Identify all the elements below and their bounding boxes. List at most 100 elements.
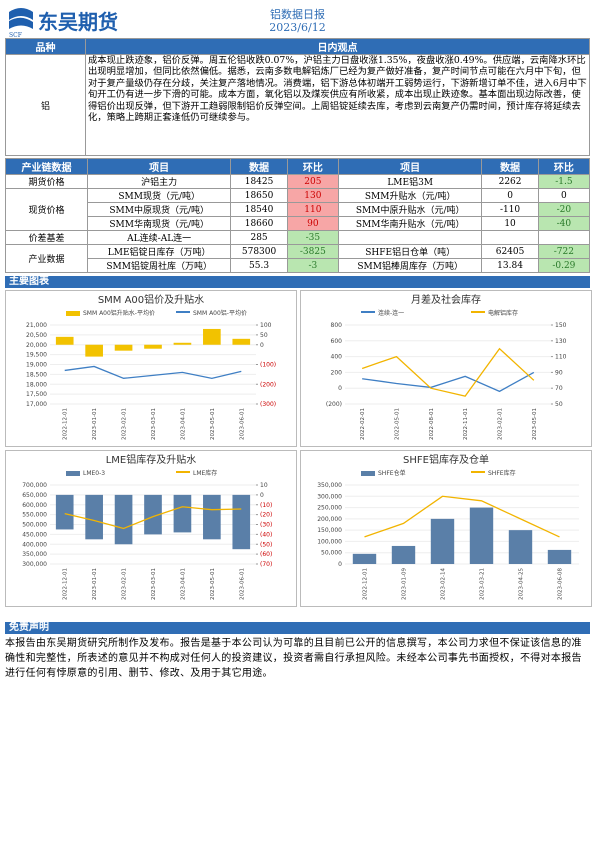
y2-tick-label: (300) — [260, 401, 276, 408]
bar — [144, 494, 162, 535]
x-tick-label: 2022-05-01 — [395, 408, 401, 440]
cell: 62405 — [481, 244, 539, 259]
data-row: SMM中原现货（元/吨） 18540 110 SMM中原升贴水（元/吨） -110 -20 — [6, 202, 591, 217]
y-tick-label: 20,500 — [26, 332, 47, 339]
cell: -110 — [481, 202, 539, 217]
y2-tick-label: (50) — [260, 541, 272, 548]
y2-tick-label: 50 — [260, 332, 268, 339]
y-tick-label: 300,000 — [317, 493, 342, 500]
cell — [481, 230, 539, 245]
line — [64, 506, 242, 530]
x-tick-label: 2023-02-01 — [498, 408, 504, 440]
group-label: 现货价格 — [5, 188, 88, 231]
data-row: SMM华南现货（元/吨） 18660 90 SMM华南升贴水（元/吨） 10 -40 — [6, 216, 591, 231]
y-tick-label: 700,000 — [22, 482, 47, 489]
legend-label: SMM A00铝升贴水-平均价 — [83, 309, 155, 317]
bar — [85, 344, 103, 357]
cell: 18540 — [230, 202, 288, 217]
column-header: 环比 — [286, 158, 339, 175]
chart-title: SMM A00铝价及升贴水 — [98, 293, 204, 306]
cell: SMM现货（元/吨） — [86, 188, 232, 203]
view-text: 成本现止跌迹象，铝价反弹。周五伦铝收跌0.07%，沪铝主力日盘收涨1.35%，夜… — [85, 54, 590, 156]
cell — [537, 230, 591, 245]
x-tick-label: 2023-02-01 — [122, 568, 128, 600]
x-tick-label: 2023-06-01 — [239, 568, 245, 600]
data-row: 现货价格 SMM现货（元/吨） 18650 130 SMM升贴水（元/吨） 0 0 — [5, 188, 591, 231]
charts: SMM A00铝价及升贴水 SMM A00铝升贴水-平均价 SMM A00铝-平均价… — [5, 290, 592, 607]
y-tick-label: 20,000 — [26, 342, 47, 349]
x-tick-label: 2022-02-01 — [360, 408, 366, 440]
cell: -40 — [537, 216, 591, 231]
y2-tick-label: (70) — [260, 561, 272, 568]
legend-swatch — [361, 311, 375, 313]
title-block: 铝数据日报 2023/6/12 — [200, 8, 395, 34]
bar — [508, 530, 533, 564]
y-tick-label: 200 — [331, 369, 343, 376]
cell: 0 — [537, 188, 591, 203]
cell: SMM铝棒周库存（万吨） — [337, 258, 483, 273]
cell: LME铝3M — [337, 174, 483, 189]
legend-swatch — [66, 471, 80, 476]
logo-sub: SCF — [9, 32, 22, 39]
y2-tick-label: 0 — [260, 342, 264, 349]
cell: SMM铝锭周社库（万吨） — [86, 258, 232, 273]
cell: AL连续-AL连一 — [86, 230, 232, 245]
bar — [173, 342, 192, 345]
legend-label: LME0-3 — [83, 470, 105, 477]
chart: SMM A00铝价及升贴水 SMM A00铝升贴水-平均价 SMM A00铝-平均价… — [5, 290, 297, 447]
cell: -35 — [286, 230, 339, 245]
view-section: 品种 日内观点 铝 成本现止跌迹象，铝价反弹。周五伦铝收跌0.07%，沪铝主力日盘… — [0, 38, 595, 273]
y2-tick-label: (30) — [260, 522, 272, 529]
line — [64, 365, 242, 379]
cell: 578300 — [230, 244, 288, 259]
header-row: 产业链数据 项目 数据 环比 项目 数据 环比 — [5, 158, 591, 175]
x-tick-label: 2022-11-01 — [463, 408, 469, 440]
group-label: 价差基差 — [5, 230, 88, 245]
y-tick-label: 600,000 — [22, 502, 47, 509]
section-heading: 主要图表 — [5, 276, 590, 288]
bar — [203, 494, 221, 540]
x-tick-label: 2022-12-01 — [63, 568, 69, 600]
bar — [144, 344, 162, 349]
cell: SMM华南现货（元/吨） — [86, 216, 232, 231]
group-label: 期货价格 — [5, 174, 88, 189]
legend-label: SMM A00铝-平均价 — [193, 309, 247, 317]
y-tick-label: 0 — [338, 561, 342, 568]
y-tick-label: 400 — [331, 354, 343, 361]
cell: 18650 — [230, 188, 288, 203]
bar — [114, 344, 133, 351]
chart-title: LME铝库存及升贴水 — [106, 453, 197, 466]
y2-tick-label: (200) — [260, 381, 276, 388]
view-label: 品种 — [5, 38, 86, 55]
cell: SMM中原升贴水（元/吨） — [337, 202, 483, 217]
chart-title: 月差及社会库存 — [411, 293, 481, 306]
x-tick-label: 2022-12-01 — [63, 408, 69, 440]
data-table: 产业链数据 项目 数据 环比 项目 数据 环比 期货价格 沪铝主力 18425 205 LME铝3M 2… — [5, 158, 591, 273]
cell: 285 — [230, 230, 288, 245]
cell: 2262 — [481, 174, 539, 189]
x-tick-label: 2023-05-01 — [210, 408, 216, 440]
cell: 13.84 — [481, 258, 539, 273]
column-header: 项目 — [337, 158, 483, 175]
y-tick-label: 0 — [338, 385, 342, 392]
cell: 10 — [481, 216, 539, 231]
y-tick-label: 350,000 — [22, 551, 47, 558]
cell: 0 — [481, 188, 539, 203]
y-tick-label: 19,000 — [26, 362, 47, 369]
legend-label: SHFE仓单 — [378, 469, 406, 477]
legend-swatch — [361, 471, 375, 476]
cell: -3825 — [286, 244, 339, 259]
y2-tick-label: 110 — [555, 354, 567, 361]
bar — [547, 549, 572, 564]
y2-tick-label: (60) — [260, 551, 272, 558]
y-tick-label: 200,000 — [317, 516, 342, 523]
x-tick-label: 2023-03-01 — [151, 408, 157, 440]
y-tick-label: 150,000 — [317, 527, 342, 534]
cell: 205 — [286, 174, 339, 189]
chart: SHFE铝库存及仓单 SHFE仓单 SHFE库存 0 50,000 100,000 150,… — [300, 450, 592, 607]
line — [364, 495, 560, 538]
legend-label: LME库存 — [193, 469, 217, 477]
cell: 18425 — [230, 174, 288, 189]
